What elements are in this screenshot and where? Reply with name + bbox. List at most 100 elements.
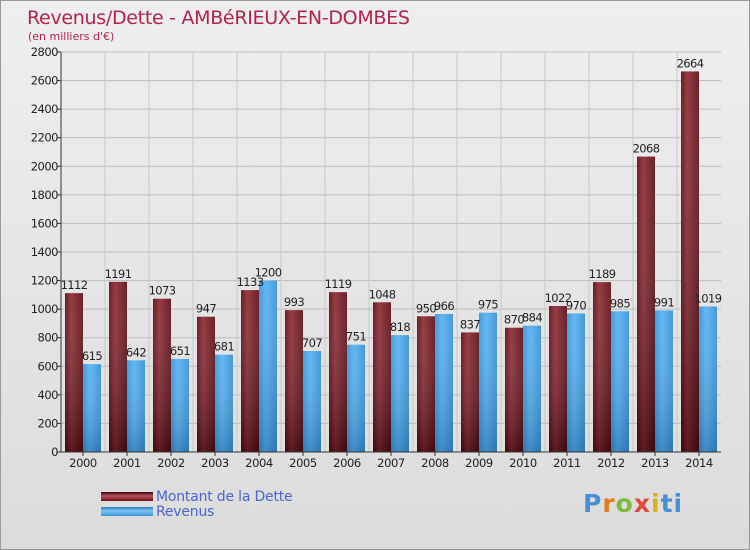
bar-revenue-shade	[479, 312, 497, 452]
data-label-revenue: 707	[302, 336, 322, 350]
data-label-revenue: 985	[610, 296, 630, 310]
bar-revenue-shade	[347, 344, 365, 452]
chart-title: Revenus/Dette - AMBéRIEUX-EN-DOMBES	[27, 7, 410, 29]
y-tick-label: 2800	[31, 45, 58, 59]
x-tick-label: 2003	[201, 456, 229, 470]
x-tick-label: 2001	[113, 456, 141, 470]
legend-item-debt: Montant de la Dette	[101, 488, 293, 505]
y-tick-label: 1600	[31, 216, 58, 230]
bar-debt-shade	[329, 292, 347, 452]
bar-revenue-shade	[215, 354, 233, 452]
data-label-debt: 1133	[237, 275, 264, 289]
bar-revenue-shade	[435, 314, 453, 452]
y-tick-label: 1000	[31, 302, 58, 316]
x-tick-label: 2012	[597, 456, 625, 470]
data-label-debt: 2664	[677, 56, 704, 70]
data-label-revenue: 1200	[255, 266, 282, 280]
legend-label-revenue: Revenus	[156, 503, 215, 520]
x-tick-label: 2007	[377, 456, 405, 470]
x-tick-label: 2005	[289, 456, 317, 470]
x-tick-label: 2011	[553, 456, 581, 470]
data-label-debt: 1048	[369, 287, 396, 301]
x-tick-label: 2000	[69, 456, 97, 470]
y-tick-label: 800	[38, 331, 59, 345]
x-tick-label: 2006	[333, 456, 361, 470]
y-tick-label: 200	[38, 416, 59, 430]
data-label-revenue: 1019	[695, 291, 722, 305]
bar-revenue-shade	[391, 335, 409, 452]
y-tick-label: 1200	[31, 274, 58, 288]
y-tick-label: 2400	[31, 102, 58, 116]
x-tick-label: 2009	[465, 456, 493, 470]
y-tick-label: 400	[38, 388, 59, 402]
bar-revenue-shade	[259, 280, 277, 452]
data-label-revenue: 970	[566, 298, 586, 312]
bar-debt-shade	[549, 306, 567, 452]
chart-legend: Montant de la Dette Revenus	[101, 488, 293, 520]
data-label-debt: 837	[460, 317, 480, 331]
data-label-debt: 1119	[325, 277, 352, 291]
bar-debt-shade	[593, 282, 611, 452]
bar-debt-shade	[197, 316, 215, 452]
data-label-revenue: 991	[654, 295, 674, 309]
bar-debt-shade	[241, 290, 259, 452]
data-label-revenue: 681	[214, 340, 234, 354]
y-tick-label: 600	[38, 359, 59, 373]
proxiti-logo: Proxiti	[583, 489, 684, 518]
bar-debt-shade	[681, 71, 699, 452]
x-tick-label: 2008	[421, 456, 449, 470]
bar-revenue-shade	[523, 325, 541, 452]
legend-label-debt: Montant de la Dette	[156, 488, 293, 505]
chart-subtitle: (en milliers d'€)	[28, 30, 115, 43]
data-label-debt: 870	[504, 313, 524, 327]
bar-debt-shade	[285, 310, 303, 452]
y-tick-label: 1800	[31, 188, 58, 202]
bar-revenue-shade	[655, 310, 673, 452]
data-label-debt: 947	[196, 302, 216, 316]
bar-revenue-shade	[171, 359, 189, 452]
bar-revenue-shade	[83, 364, 101, 452]
data-label-revenue: 975	[478, 298, 498, 312]
data-label-revenue: 642	[126, 345, 146, 359]
x-tick-label: 2002	[157, 456, 185, 470]
y-tick-label: 2600	[31, 74, 58, 88]
bar-debt-shade	[65, 293, 83, 452]
bar-revenue-shade	[699, 306, 717, 452]
y-tick-label: 2200	[31, 131, 58, 145]
x-tick-label: 2010	[509, 456, 537, 470]
data-label-revenue: 884	[522, 311, 542, 325]
data-label-revenue: 966	[434, 299, 454, 313]
x-tick-label: 2014	[685, 456, 713, 470]
bar-revenue-shade	[303, 351, 321, 452]
data-label-debt: 1112	[61, 278, 88, 292]
bar-revenue-shade	[567, 313, 585, 452]
bar-debt-shade	[373, 302, 391, 452]
y-tick-label: 0	[51, 445, 58, 459]
bar-debt-shade	[109, 281, 127, 452]
bar-revenue-shade	[611, 311, 629, 452]
data-label-revenue: 818	[390, 320, 410, 334]
data-label-debt: 1073	[149, 284, 176, 298]
data-label-debt: 1191	[105, 267, 132, 281]
bar-debt-shade	[417, 316, 435, 452]
y-tick-label: 1400	[31, 245, 58, 259]
y-tick-label: 2000	[31, 159, 58, 173]
data-label-revenue: 751	[346, 330, 366, 344]
bar-debt-shade	[153, 298, 171, 452]
data-label-revenue: 615	[82, 349, 102, 363]
data-label-debt: 950	[416, 301, 436, 315]
data-label-debt: 1022	[545, 291, 572, 305]
data-label-debt: 2068	[633, 142, 660, 156]
legend-swatch-revenue	[101, 507, 153, 516]
legend-swatch-debt	[101, 492, 153, 501]
bar-debt-shade	[461, 332, 479, 452]
data-label-debt: 993	[284, 295, 304, 309]
data-label-revenue: 651	[170, 344, 190, 358]
bar-debt-shade	[505, 327, 523, 452]
x-tick-label: 2004	[245, 456, 273, 470]
bar-revenue-shade	[127, 360, 145, 452]
x-tick-label: 2013	[641, 456, 669, 470]
data-label-debt: 1189	[589, 267, 616, 281]
